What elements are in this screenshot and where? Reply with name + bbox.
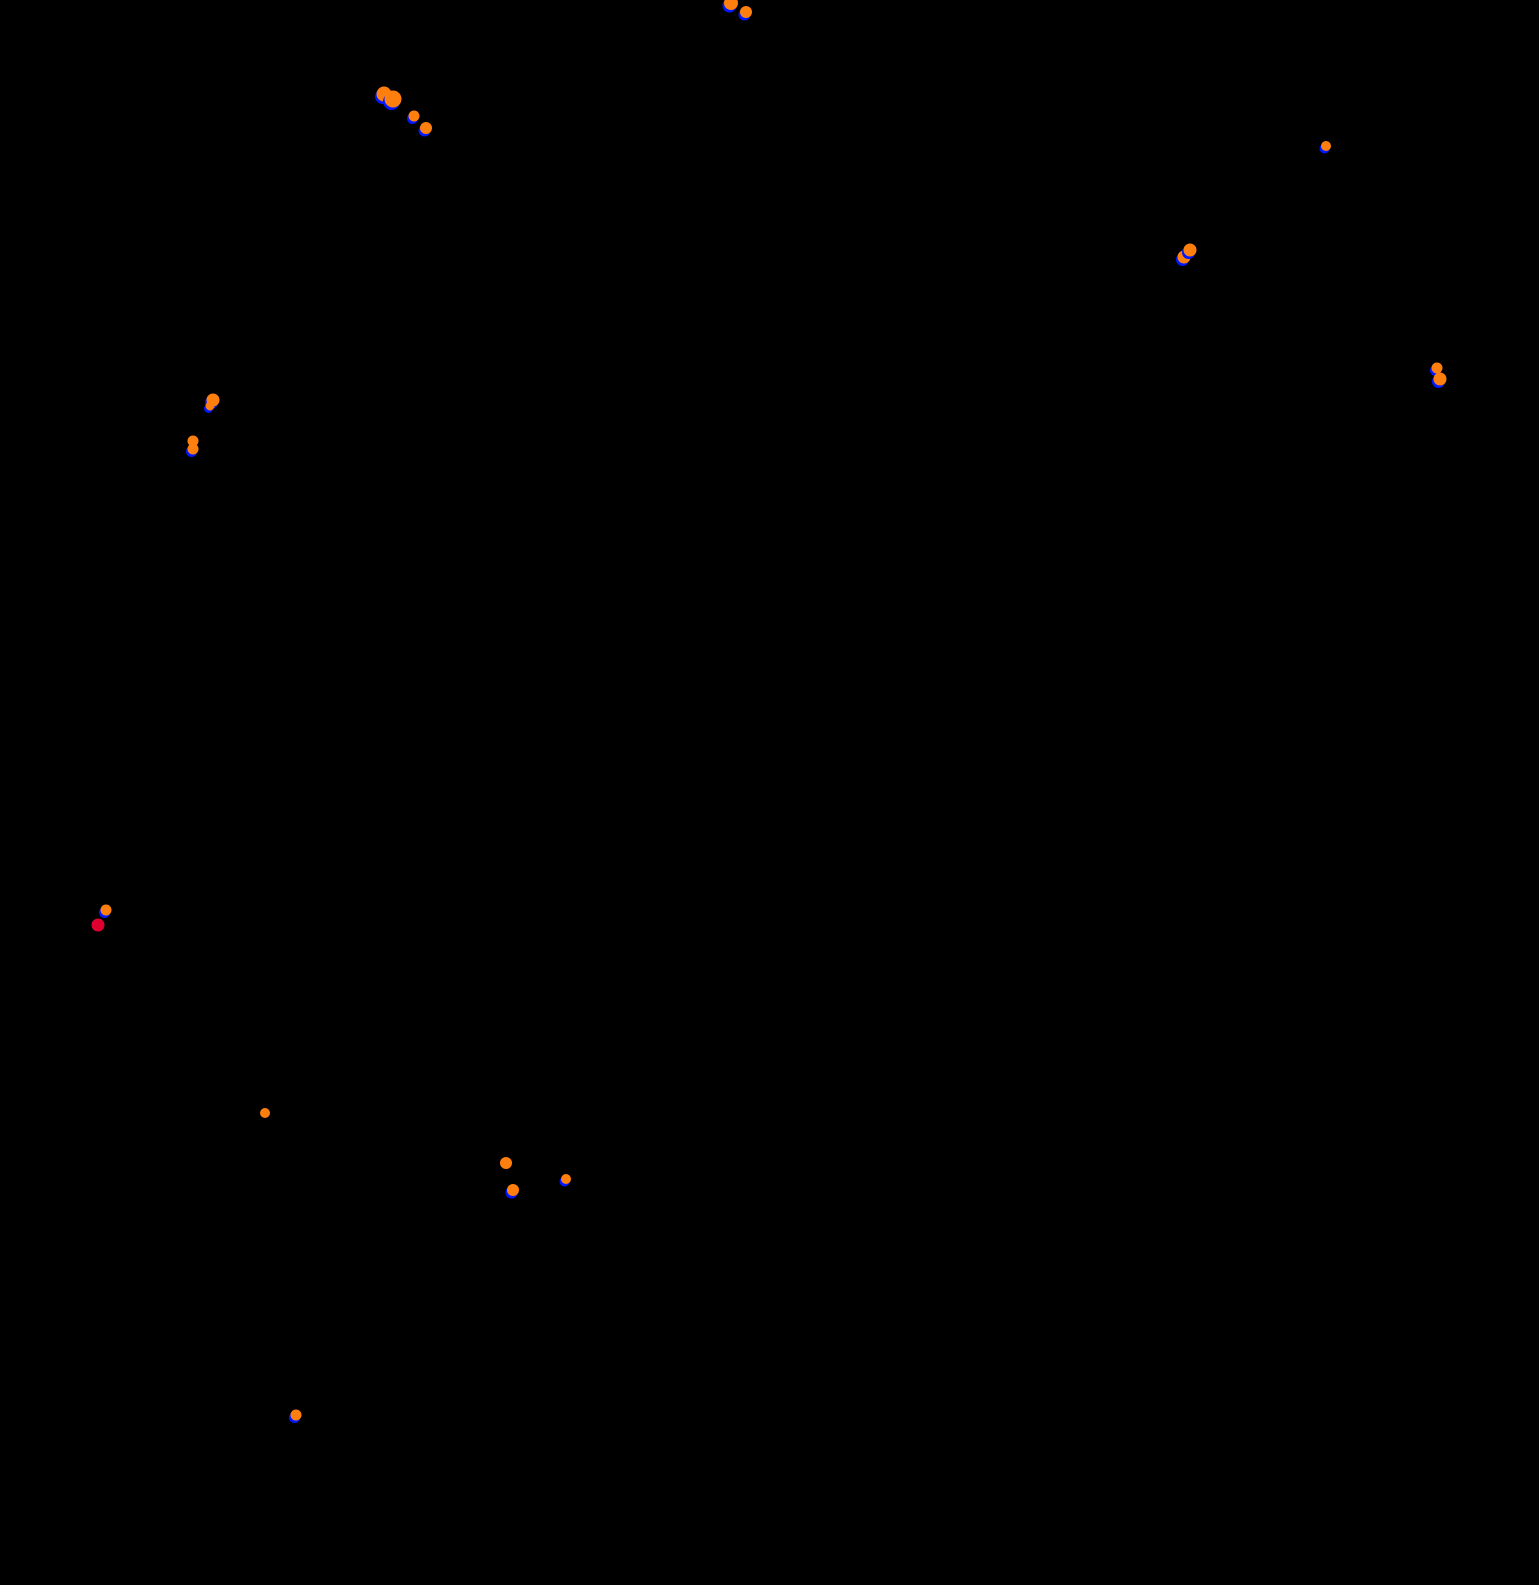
scatter-point[interactable] (384, 90, 402, 108)
scatter-point[interactable] (420, 122, 432, 134)
scatter-point[interactable] (740, 6, 752, 18)
scatter-point[interactable] (205, 401, 215, 411)
scatter-point[interactable] (408, 110, 420, 122)
scatter-point[interactable] (724, 0, 738, 10)
scatter-point[interactable] (561, 1174, 571, 1184)
scatter-point[interactable] (290, 1409, 302, 1421)
scatter-point[interactable] (1321, 141, 1331, 151)
scatter-point[interactable] (187, 443, 199, 455)
scatter-point[interactable] (1433, 372, 1447, 386)
scatter-point[interactable] (100, 904, 112, 916)
scatter-point[interactable] (500, 1157, 512, 1169)
scatter-point[interactable] (1183, 243, 1197, 257)
scatter-point[interactable] (1431, 362, 1443, 374)
scatter-point[interactable] (260, 1108, 270, 1118)
scatter-point[interactable] (507, 1184, 519, 1196)
scatter-point[interactable] (91, 918, 105, 932)
scatter-point[interactable] (187, 435, 199, 447)
